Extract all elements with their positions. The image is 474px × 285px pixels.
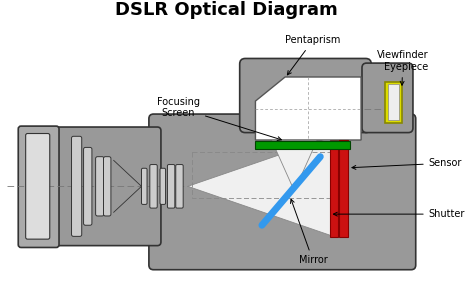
Polygon shape	[255, 77, 361, 140]
FancyBboxPatch shape	[160, 168, 165, 204]
Bar	[388, 84, 399, 120]
Text: Shutter: Shutter	[333, 209, 465, 219]
Text: Sensor: Sensor	[352, 158, 462, 169]
FancyBboxPatch shape	[96, 157, 104, 216]
FancyBboxPatch shape	[176, 164, 183, 208]
Bar	[329, 140, 338, 237]
Text: Viewfinder
Eyepiece: Viewfinder Eyepiece	[377, 50, 428, 85]
FancyBboxPatch shape	[167, 164, 175, 208]
Text: Pentaprism: Pentaprism	[285, 36, 341, 75]
Text: Focusing
Screen: Focusing Screen	[157, 97, 282, 141]
FancyBboxPatch shape	[240, 58, 371, 133]
FancyBboxPatch shape	[26, 133, 50, 239]
FancyBboxPatch shape	[149, 114, 416, 270]
FancyBboxPatch shape	[103, 157, 111, 216]
FancyBboxPatch shape	[72, 136, 82, 236]
FancyBboxPatch shape	[141, 168, 147, 204]
FancyBboxPatch shape	[362, 63, 413, 133]
Polygon shape	[266, 129, 322, 191]
Bar	[255, 141, 350, 149]
Bar	[192, 152, 336, 198]
FancyBboxPatch shape	[18, 126, 59, 247]
Bar	[385, 82, 402, 123]
Bar	[339, 140, 348, 237]
FancyBboxPatch shape	[83, 147, 92, 225]
Polygon shape	[188, 135, 336, 237]
Text: Mirror: Mirror	[291, 199, 327, 265]
Title: DSLR Optical Diagram: DSLR Optical Diagram	[115, 1, 338, 19]
FancyBboxPatch shape	[150, 164, 157, 208]
FancyBboxPatch shape	[47, 127, 161, 246]
